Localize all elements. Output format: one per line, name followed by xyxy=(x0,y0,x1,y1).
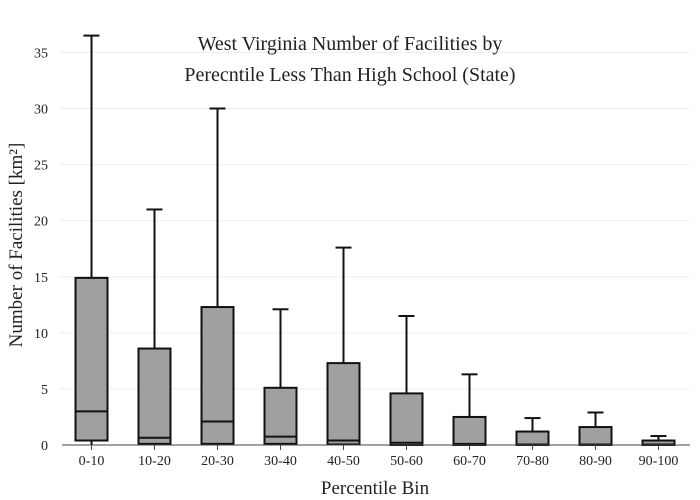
y-tick-label: 15 xyxy=(34,271,48,286)
y-tick-label: 30 xyxy=(34,103,48,118)
box-rect xyxy=(200,306,235,445)
x-tick-label: 20-30 xyxy=(201,454,234,469)
box-rect xyxy=(578,426,613,446)
y-tick-label: 0 xyxy=(41,439,48,454)
y-tick-label: 20 xyxy=(34,215,48,230)
text-layer: West Virginia Number of Facilities by Pe… xyxy=(6,33,516,499)
box-70-80 xyxy=(515,417,550,446)
box-80-90 xyxy=(578,411,613,446)
box-50-60 xyxy=(389,315,424,446)
box-rect xyxy=(263,386,298,445)
box-rect xyxy=(74,276,109,442)
x-tick-label: 80-90 xyxy=(579,454,612,469)
x-tick-label: 0-10 xyxy=(79,454,105,469)
box-30-40 xyxy=(263,308,298,445)
x-tick-label: 60-70 xyxy=(453,454,486,469)
y-tick-label: 35 xyxy=(34,46,48,61)
box-layer xyxy=(74,34,676,447)
box-rect xyxy=(137,347,172,445)
x-tick-label: 50-60 xyxy=(390,454,423,469)
y-tick-label: 5 xyxy=(41,383,48,398)
x-tick-label: 40-50 xyxy=(327,454,360,469)
x-tick-label: 70-80 xyxy=(516,454,549,469)
x-tick-label: 90-100 xyxy=(639,454,679,469)
y-tick-label: 10 xyxy=(34,327,48,342)
x-axis-title: Percentile Bin xyxy=(321,478,430,499)
box-rect xyxy=(389,392,424,446)
y-tick-label: 25 xyxy=(34,159,48,174)
chart-title-line-2: Perecntile Less Than High School (State) xyxy=(184,64,515,86)
box-20-30 xyxy=(200,107,235,445)
box-90-100 xyxy=(641,435,676,447)
y-axis-title: Number of Facilities [km²] xyxy=(6,143,27,348)
axis-layer: 0 5 10 15 20 25 30 35 0-10 10-20 20-30 30-40 40-50 50… xyxy=(34,46,690,469)
box-0-10 xyxy=(74,34,109,445)
box-40-50 xyxy=(326,246,361,446)
x-tick-label: 30-40 xyxy=(264,454,297,469)
chart-title-line-1: West Virginia Number of Facilities by xyxy=(198,33,503,55)
grid-layer xyxy=(60,51,690,390)
box-rect xyxy=(326,362,361,446)
box-rect xyxy=(515,430,550,446)
box-10-20 xyxy=(137,208,172,445)
box-rect xyxy=(452,415,487,447)
x-tick-label: 10-20 xyxy=(138,454,171,469)
box-60-70 xyxy=(452,373,487,447)
